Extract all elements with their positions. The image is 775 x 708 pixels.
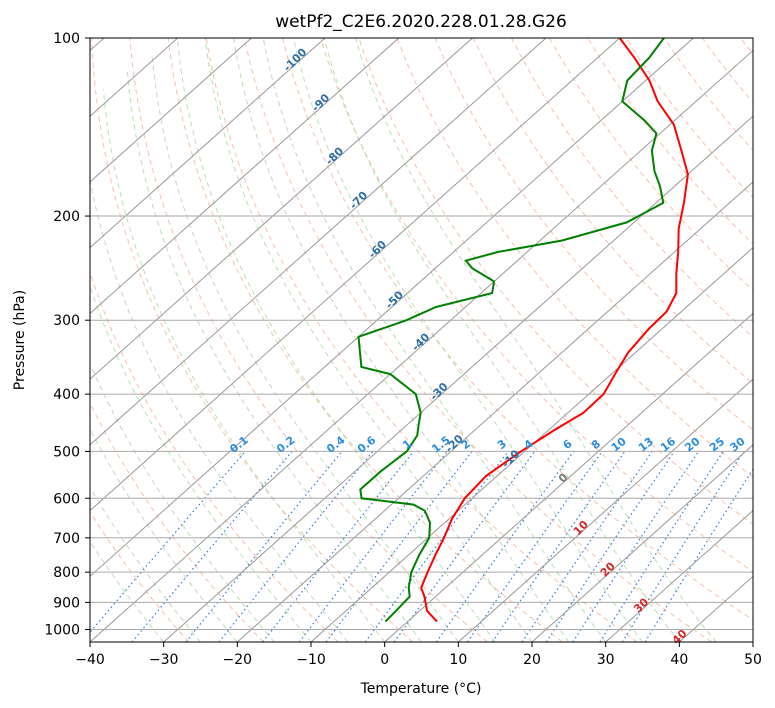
dry-adiabat xyxy=(358,38,753,525)
mixing-ratio-line xyxy=(467,451,603,642)
x-tick-label: −20 xyxy=(223,652,253,668)
moist-adiabat xyxy=(102,89,386,642)
mixing-ratio-line xyxy=(521,451,653,642)
y-tick-label: 800 xyxy=(53,565,80,581)
dewpoint-profile-line xyxy=(357,38,665,623)
mixing-ratio-line xyxy=(644,468,753,642)
isotherm-line xyxy=(457,378,753,642)
moist-adiabat xyxy=(323,38,680,642)
x-tick-label: −30 xyxy=(149,652,179,668)
mixing-ratio-line xyxy=(435,451,575,642)
y-axis-label: Pressure (hPa) xyxy=(12,290,28,390)
isotherm-line xyxy=(605,509,753,642)
y-tick-label: 700 xyxy=(53,531,80,547)
grid-lines xyxy=(90,38,753,642)
isotherm-line xyxy=(163,115,753,642)
isotherm-line xyxy=(90,38,621,512)
x-tick-label: 0 xyxy=(380,652,389,668)
mixing-ratio-line xyxy=(185,451,343,642)
mixing-ratio-line xyxy=(621,451,745,642)
moist-adiabat xyxy=(90,486,201,642)
moist-adiabat xyxy=(90,540,165,642)
isotherm-line xyxy=(531,444,753,642)
isotherm-line xyxy=(384,312,753,642)
y-tick-label: 600 xyxy=(53,491,80,507)
y-tick-label: 100 xyxy=(53,31,80,47)
x-tick-label: 20 xyxy=(523,652,541,668)
mixing-ratio-line xyxy=(325,451,473,642)
mixing-ratio-line xyxy=(599,451,724,642)
isotherm-line xyxy=(90,38,694,577)
x-axis-ticks: −40 −30 −20 −10 0 10 20 30 40 50 xyxy=(75,642,762,668)
x-tick-label: 40 xyxy=(670,652,688,668)
y-tick-label: 300 xyxy=(53,313,80,329)
isotherm-line xyxy=(90,38,252,183)
dry-adiabat xyxy=(91,38,414,642)
x-tick-label: 30 xyxy=(597,652,615,668)
moist-adiabat xyxy=(176,38,496,642)
profile-series xyxy=(357,38,689,623)
x-tick-label: −40 xyxy=(75,652,105,668)
background-guide-lines xyxy=(90,38,753,642)
mixing-ratio-line xyxy=(218,451,374,642)
dry-adiabat xyxy=(511,38,753,338)
y-tick-label: 200 xyxy=(53,209,80,225)
x-tick-label: 10 xyxy=(449,652,467,668)
dry-adiabat xyxy=(205,38,638,642)
isotherm-line xyxy=(90,38,547,446)
dry-adiabat xyxy=(90,511,190,642)
mixing-ratio-line xyxy=(262,451,414,642)
dry-adiabat xyxy=(243,38,712,642)
dry-adiabat xyxy=(396,38,753,478)
mixing-ratio-line xyxy=(545,451,675,642)
moist-adiabat xyxy=(90,284,312,642)
y-tick-label: 1000 xyxy=(44,622,80,638)
isotherm-line xyxy=(90,38,326,249)
dry-adiabat xyxy=(587,38,753,245)
isotherm-line xyxy=(236,181,753,642)
isotherm-line xyxy=(90,38,400,315)
y-tick-label: 400 xyxy=(53,387,80,403)
dry-adiabat xyxy=(90,270,339,642)
y-tick-label: 500 xyxy=(53,444,80,460)
plot-frame xyxy=(89,37,754,643)
isotherm-line xyxy=(90,38,473,380)
y-tick-label: 900 xyxy=(53,595,80,611)
moist-adiabat xyxy=(204,38,533,642)
mixing-ratio-line xyxy=(90,451,246,634)
dry-adiabat xyxy=(549,38,753,292)
dry-adiabat xyxy=(625,38,753,199)
chart-title: wetPf2_C2E6.2020.228.01.28.G26 xyxy=(275,12,567,32)
isotherm-line xyxy=(310,246,753,642)
moist-adiabat xyxy=(90,427,238,642)
x-tick-label: 50 xyxy=(744,652,762,668)
moist-adiabat xyxy=(126,71,422,642)
moist-adiabat xyxy=(90,176,349,642)
temperature-profile-line xyxy=(420,38,689,623)
dry-adiabat xyxy=(472,38,753,385)
x-axis-label: Temperature (°C) xyxy=(360,681,482,697)
dry-adiabat xyxy=(282,38,753,621)
moist-adiabat xyxy=(354,38,717,642)
x-tick-label: −10 xyxy=(296,652,326,668)
mixing-ratio-line xyxy=(572,451,700,642)
moist-adiabat xyxy=(151,52,459,642)
y-axis-ticks: 100 200 300 400 500 600 700 800 900 1000 xyxy=(44,31,90,638)
